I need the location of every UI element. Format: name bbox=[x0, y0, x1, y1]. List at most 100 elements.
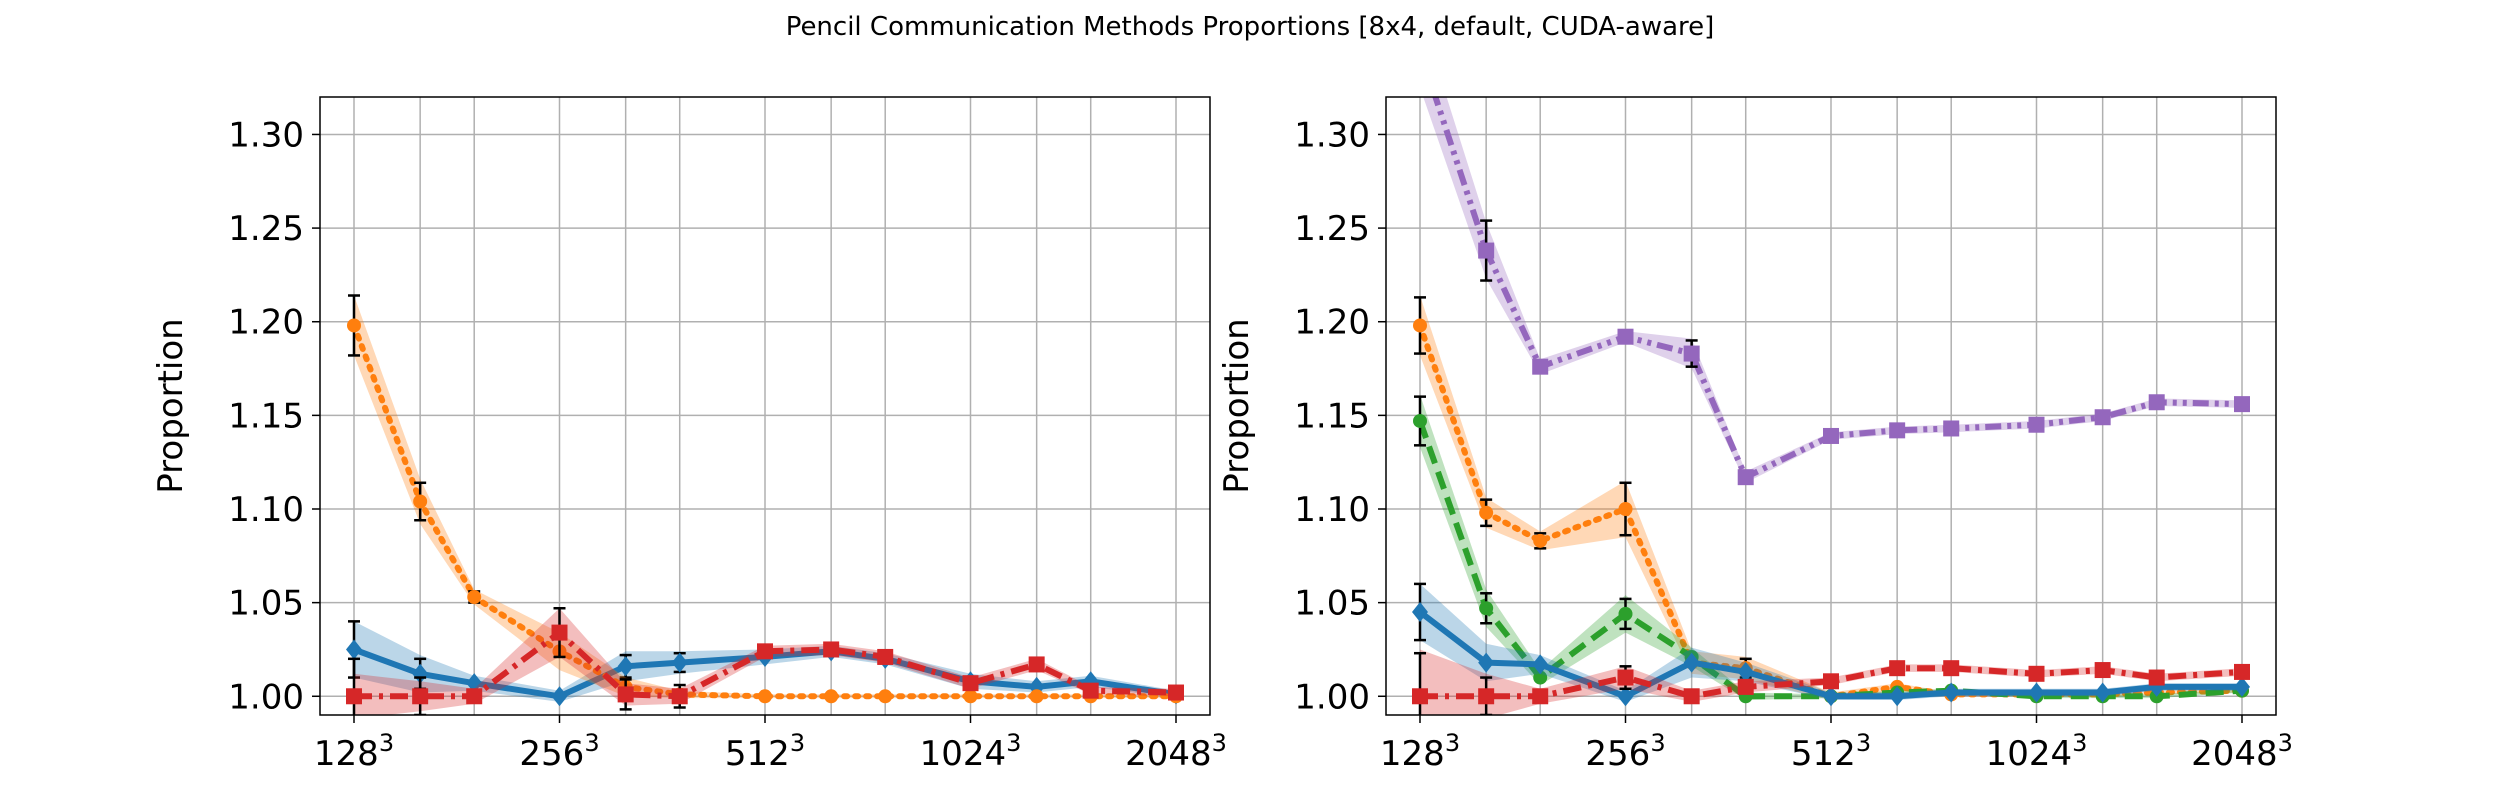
data-point bbox=[1533, 670, 1548, 685]
data-point bbox=[1478, 688, 1495, 705]
y-tick-label: 1.20 bbox=[1294, 303, 1370, 343]
data-point bbox=[2148, 394, 2165, 411]
data-point bbox=[824, 689, 839, 704]
data-point bbox=[2094, 682, 2111, 703]
data-point bbox=[1082, 682, 1099, 699]
data-point bbox=[962, 675, 979, 692]
data-point bbox=[1413, 413, 1427, 428]
data-point bbox=[2094, 662, 2111, 679]
data-point bbox=[1412, 42, 1428, 58]
data-point bbox=[1618, 606, 1633, 621]
data-point bbox=[551, 686, 568, 707]
data-point bbox=[551, 624, 568, 641]
data-point bbox=[1737, 469, 1754, 486]
data-point bbox=[467, 590, 482, 605]
data-point bbox=[1737, 661, 1754, 682]
data-point bbox=[1617, 686, 1634, 707]
y-tick-label: 1.25 bbox=[228, 209, 304, 249]
left-panel: 1.00 1.05 1.10 1.15 1.20 1.25 1.30 1283 2563 5123… bbox=[151, 96, 1227, 774]
data-point bbox=[1479, 505, 1494, 520]
y-tick-label: 1.00 bbox=[228, 677, 304, 717]
x-tick-label: 20483 bbox=[2191, 729, 2293, 774]
figure-title: Pencil Communication Methods Proportions… bbox=[785, 12, 1715, 42]
y-tick-label: 1.15 bbox=[1294, 396, 1370, 436]
series-blue bbox=[1412, 582, 2250, 707]
data-point bbox=[346, 688, 362, 705]
x-tick-label: 10243 bbox=[1986, 729, 2088, 774]
data-point bbox=[757, 643, 773, 660]
x-tick-label: 1283 bbox=[314, 729, 394, 774]
series-red bbox=[1412, 649, 2250, 715]
data-point bbox=[1412, 688, 1428, 705]
data-point bbox=[413, 494, 428, 509]
data-point bbox=[1478, 242, 1495, 259]
y-tick-label: 1.15 bbox=[228, 396, 304, 436]
data-point bbox=[2234, 663, 2250, 680]
x-tick-label: 2563 bbox=[1585, 729, 1665, 774]
grid bbox=[320, 97, 1210, 715]
data-point bbox=[1029, 689, 1044, 704]
data-point bbox=[2234, 676, 2250, 697]
y-tick-label: 1.00 bbox=[1294, 677, 1370, 717]
data-point bbox=[1943, 660, 1960, 677]
data-point bbox=[1533, 533, 1548, 548]
series-layer bbox=[346, 294, 1184, 715]
x-tick-label: 1283 bbox=[1380, 729, 1460, 774]
data-point bbox=[1028, 656, 1045, 673]
data-point bbox=[1889, 422, 1906, 439]
series-layer bbox=[1412, 42, 2250, 715]
data-point bbox=[1478, 652, 1495, 673]
y-tick-label: 1.10 bbox=[1294, 490, 1370, 530]
data-point bbox=[2094, 409, 2111, 426]
data-point bbox=[1412, 602, 1428, 622]
data-point bbox=[1532, 654, 1549, 675]
data-point bbox=[1532, 358, 1549, 375]
data-point bbox=[1943, 420, 1960, 437]
data-point bbox=[2028, 416, 2045, 433]
data-point bbox=[2028, 665, 2045, 682]
x-tick-label: 2563 bbox=[519, 729, 599, 774]
data-point bbox=[878, 689, 893, 704]
data-point bbox=[1479, 601, 1494, 616]
data-point bbox=[823, 641, 840, 658]
series-purple bbox=[1412, 42, 2250, 486]
data-point bbox=[346, 639, 362, 660]
data-point bbox=[1683, 688, 1700, 705]
data-point bbox=[466, 673, 483, 694]
y-tick-label: 1.10 bbox=[228, 490, 304, 530]
data-point bbox=[2148, 669, 2165, 686]
y-axis: 1.00 1.05 1.10 1.15 1.20 1.25 1.30 bbox=[1294, 115, 1386, 717]
data-point bbox=[1943, 682, 1960, 703]
data-point bbox=[671, 688, 688, 705]
data-point bbox=[617, 656, 634, 677]
data-point bbox=[1618, 502, 1633, 516]
data-point bbox=[1823, 686, 1839, 707]
data-point bbox=[412, 688, 429, 705]
y-axis-label: Proportion bbox=[1217, 318, 1257, 493]
data-point bbox=[2028, 682, 2045, 703]
data-point bbox=[1683, 652, 1700, 673]
data-point bbox=[1889, 686, 1906, 707]
y-axis-label: Proportion bbox=[151, 318, 191, 493]
data-point bbox=[347, 318, 361, 333]
data-point bbox=[963, 689, 978, 704]
data-point bbox=[466, 688, 483, 705]
data-point bbox=[1683, 345, 1700, 362]
x-tick-label: 10243 bbox=[920, 729, 1022, 774]
data-point bbox=[1532, 688, 1549, 705]
data-point bbox=[1823, 673, 1839, 690]
right-panel: 1.00 1.05 1.10 1.15 1.20 1.25 1.30 1283 2563 5123… bbox=[1217, 42, 2293, 774]
y-tick-label: 1.25 bbox=[1294, 209, 1370, 249]
data-point bbox=[758, 689, 772, 704]
x-axis: 1283 2563 5123 10243 20483 bbox=[1380, 715, 2293, 774]
y-tick-label: 1.30 bbox=[1294, 115, 1370, 155]
data-point bbox=[877, 648, 894, 665]
y-tick-label: 1.05 bbox=[1294, 584, 1370, 624]
y-tick-label: 1.20 bbox=[228, 303, 304, 343]
y-tick-label: 1.05 bbox=[228, 584, 304, 624]
x-axis: 1283 2563 5123 10243 20483 bbox=[314, 715, 1227, 774]
data-point bbox=[1168, 684, 1184, 701]
data-point bbox=[1823, 427, 1839, 444]
data-point bbox=[412, 663, 429, 684]
